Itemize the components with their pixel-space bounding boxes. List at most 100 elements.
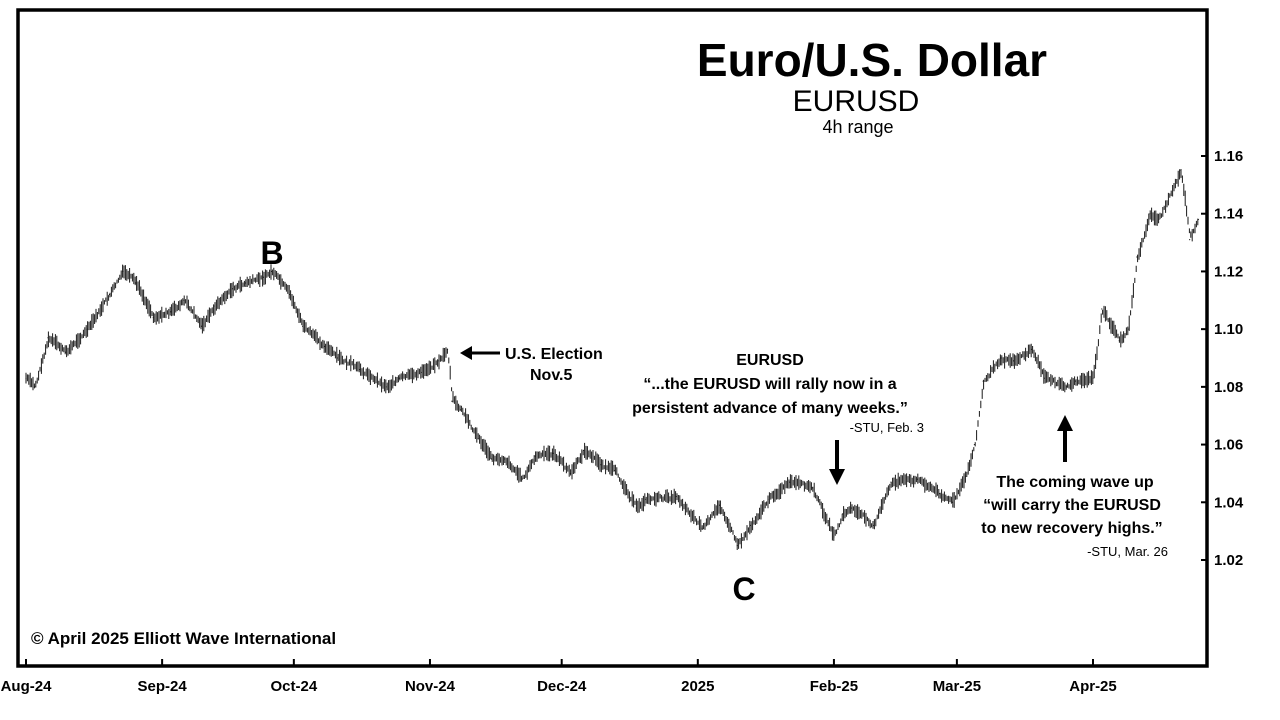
axis-ticks: 1.02 1.04 1.06 1.08 1.10 1.12 1.14 1.16 Aug-24 Se… — [1, 148, 1244, 695]
price-point — [1149, 213, 1151, 215]
price-point — [34, 386, 36, 388]
y-tick-label: 1.06 — [1214, 437, 1243, 454]
y-tick-label: 1.12 — [1214, 263, 1243, 280]
price-point — [600, 464, 602, 466]
mar-forecast-line3: to new recovery highs.” — [981, 520, 1162, 537]
price-point — [183, 299, 185, 301]
price-point — [214, 305, 216, 307]
price-point — [323, 345, 326, 348]
price-point — [951, 501, 954, 503]
y-tick-label: 1.10 — [1214, 321, 1243, 338]
price-point — [420, 371, 422, 374]
election-arrow-head — [460, 346, 472, 360]
price-point — [1180, 169, 1182, 172]
price-point — [170, 311, 172, 313]
plot-frame — [16, 8, 1209, 668]
price-point — [1066, 386, 1068, 388]
price-point — [1197, 218, 1199, 221]
price-point — [850, 507, 853, 509]
price-point — [811, 487, 813, 489]
price-point — [736, 544, 738, 547]
price-point — [1189, 239, 1191, 241]
price-point — [288, 293, 291, 296]
x-tick-label: Dec-24 — [537, 678, 587, 695]
price-point — [644, 498, 646, 500]
feb-forecast-heading: EURUSD — [736, 352, 804, 369]
price-point — [201, 325, 203, 327]
price-point — [1092, 377, 1094, 379]
chart-subtitle: EURUSD — [793, 85, 920, 118]
price-point — [504, 458, 506, 460]
chart-timeframe: 4h range — [822, 117, 893, 137]
price-point — [521, 478, 523, 480]
mar-forecast-annotation: The coming wave up “will carry the EURUS… — [981, 415, 1168, 559]
price-point — [135, 282, 137, 284]
price-point — [719, 504, 721, 506]
mar-arrow-head — [1057, 415, 1073, 431]
price-point — [490, 458, 493, 460]
x-tick-label: Aug-24 — [1, 678, 52, 695]
price-point — [86, 328, 89, 330]
copyright-notice: © April 2025 Elliott Wave International — [31, 629, 336, 648]
x-tick-label: Mar-25 — [933, 678, 981, 695]
price-point — [122, 270, 124, 273]
price-point — [569, 472, 572, 475]
price-point — [398, 377, 400, 379]
price-point — [1127, 328, 1129, 330]
price-point — [833, 536, 835, 538]
price-point — [108, 293, 111, 296]
price-point — [842, 513, 844, 515]
election-annotation: U.S. Election Nov.5 — [460, 346, 603, 384]
price-point — [973, 443, 976, 446]
price-point — [231, 288, 233, 290]
y-tick-label: 1.02 — [1214, 552, 1243, 569]
x-tick-label: Oct-24 — [271, 678, 318, 695]
price-point — [359, 368, 361, 371]
price-point — [982, 380, 984, 382]
price-point — [477, 438, 479, 440]
price-point — [1101, 308, 1103, 310]
price-point — [1074, 380, 1077, 382]
x-tick-label: Feb-25 — [810, 678, 858, 695]
y-tick-label: 1.04 — [1214, 494, 1244, 511]
y-tick-label: 1.08 — [1214, 379, 1243, 396]
price-point — [64, 351, 67, 353]
price-point — [438, 360, 440, 362]
price-point — [25, 377, 27, 379]
wave-label-b: B — [260, 235, 283, 271]
price-point — [1044, 377, 1046, 379]
price-point — [613, 469, 615, 472]
price-point — [337, 357, 339, 359]
x-tick-label: Apr-25 — [1069, 678, 1117, 695]
wave-label-c: C — [732, 571, 755, 607]
price-point — [47, 337, 49, 339]
price-point — [872, 524, 875, 526]
price-point — [965, 475, 967, 477]
mar-forecast-line2: “will carry the EURUSD — [983, 497, 1161, 514]
price-point — [583, 449, 585, 451]
price-point — [460, 409, 462, 411]
y-tick-label: 1.16 — [1214, 148, 1243, 165]
feb-forecast-source: -STU, Feb. 3 — [850, 420, 924, 435]
price-point — [244, 282, 247, 284]
price-point — [1118, 340, 1120, 342]
price-point — [1136, 256, 1138, 258]
price-point — [451, 400, 453, 402]
price-point — [916, 478, 918, 480]
x-tick-label: 2025 — [681, 678, 714, 695]
price-point — [534, 455, 536, 457]
price-point — [749, 524, 752, 526]
price-point — [938, 493, 940, 495]
price-point — [271, 270, 273, 273]
x-tick-label: Sep-24 — [138, 678, 188, 695]
feb-forecast-quote-line1: “...the EURUSD will rally now in a — [643, 376, 896, 393]
price-point — [385, 386, 387, 388]
price-point — [1158, 218, 1160, 221]
feb-arrow-head — [829, 469, 845, 485]
y-tick-label: 1.14 — [1214, 206, 1244, 223]
price-series — [25, 169, 1199, 550]
price-point — [446, 348, 449, 350]
price-point — [701, 527, 703, 529]
price-point — [767, 498, 769, 500]
